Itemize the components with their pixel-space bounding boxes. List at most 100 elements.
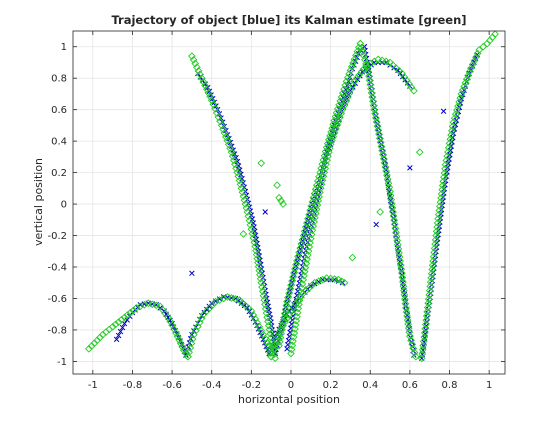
estimate-point — [431, 236, 440, 244]
estimate-point — [252, 250, 261, 259]
object-point — [294, 259, 300, 265]
estimate-point — [371, 114, 380, 122]
estimate-point — [384, 179, 393, 188]
estimate-point — [296, 244, 305, 252]
estimate-point — [455, 98, 463, 106]
estimate-point — [378, 56, 386, 65]
estimate-point — [321, 164, 330, 173]
object-point — [388, 202, 395, 208]
estimate-point — [234, 172, 243, 181]
estimate-point — [395, 253, 404, 261]
object-point — [117, 328, 124, 335]
estimate-point — [267, 333, 276, 342]
object-point — [302, 229, 308, 236]
estimate-point — [257, 278, 266, 287]
object-point — [445, 160, 452, 167]
estimate-point — [423, 307, 432, 316]
estimate-point — [399, 278, 407, 286]
estimate-point — [386, 187, 394, 196]
estimate-point — [300, 227, 309, 236]
estimate-point — [191, 59, 200, 68]
x-tick-label: -0.4 — [202, 380, 222, 391]
object-point — [440, 108, 447, 114]
estimate-point — [371, 109, 379, 118]
object-point — [252, 232, 259, 239]
estimate-point — [348, 253, 357, 262]
estimate-point — [126, 308, 135, 317]
estimate-point — [393, 240, 402, 249]
estimate-point — [323, 156, 331, 165]
estimate-point — [378, 146, 386, 155]
estimate-point — [406, 332, 414, 341]
object-point — [303, 225, 309, 232]
estimate-point — [215, 296, 224, 304]
object-point — [293, 263, 299, 269]
estimate-point — [193, 63, 201, 72]
estimate-point — [123, 311, 132, 319]
estimate-point — [188, 52, 196, 61]
object-point — [299, 238, 306, 244]
estimate-point — [434, 214, 443, 223]
estimate-point — [258, 283, 266, 291]
object-point — [399, 73, 406, 80]
object-point — [113, 336, 120, 343]
estimate-point — [435, 206, 444, 215]
estimate-point — [289, 273, 297, 281]
estimate-point — [294, 304, 303, 313]
object-point — [262, 209, 268, 215]
estimate-point — [281, 309, 289, 318]
estimate-point — [399, 282, 408, 291]
estimate-point — [383, 171, 391, 179]
estimate-point — [309, 222, 318, 230]
estimate-point — [254, 262, 263, 271]
estimate-point — [290, 269, 298, 277]
x-tick-label: -0.2 — [242, 380, 262, 391]
estimate-point — [421, 320, 430, 329]
estimate-point — [450, 114, 459, 123]
estimate-point — [430, 248, 438, 257]
estimate-point — [277, 197, 285, 205]
estimate-point — [292, 260, 300, 269]
estimate-point — [367, 84, 375, 93]
object-point — [294, 288, 301, 295]
x-tick-label: 0.4 — [362, 380, 378, 391]
object-point — [234, 158, 241, 165]
estimate-point — [404, 320, 413, 328]
y-tick-label: -0.2 — [47, 231, 67, 242]
y-tick-label: 0 — [61, 200, 67, 211]
object-point — [254, 240, 260, 247]
estimate-point — [410, 86, 418, 95]
estimate-point — [235, 176, 244, 185]
x-tick-label: 1 — [486, 380, 492, 391]
estimate-point — [186, 344, 195, 352]
estimate-point — [400, 291, 409, 299]
estimate-point — [176, 339, 185, 348]
estimate-point — [424, 295, 433, 303]
estimate-point — [318, 275, 327, 284]
estimate-point — [393, 236, 402, 245]
estimate-point — [317, 180, 326, 189]
estimate-point — [320, 168, 329, 177]
estimate-point — [445, 139, 454, 148]
estimate-point — [182, 349, 190, 358]
object-point — [284, 346, 290, 352]
estimate-point — [420, 333, 429, 341]
estimate-point — [278, 325, 286, 334]
estimate-point — [132, 304, 141, 312]
estimate-point — [284, 293, 292, 302]
grid — [73, 31, 505, 374]
object-point — [246, 308, 253, 315]
estimate-point — [219, 125, 227, 134]
estimate-point — [438, 181, 447, 190]
estimate-point — [432, 231, 440, 240]
estimate-point — [316, 184, 325, 193]
object-point — [119, 324, 126, 331]
object-point — [253, 236, 260, 243]
estimate-point — [397, 265, 406, 274]
estimate-point — [411, 352, 420, 361]
estimate-point — [310, 278, 319, 287]
object-point — [447, 151, 453, 158]
x-tick-label: -0.6 — [162, 380, 182, 391]
estimate-point — [405, 328, 414, 337]
